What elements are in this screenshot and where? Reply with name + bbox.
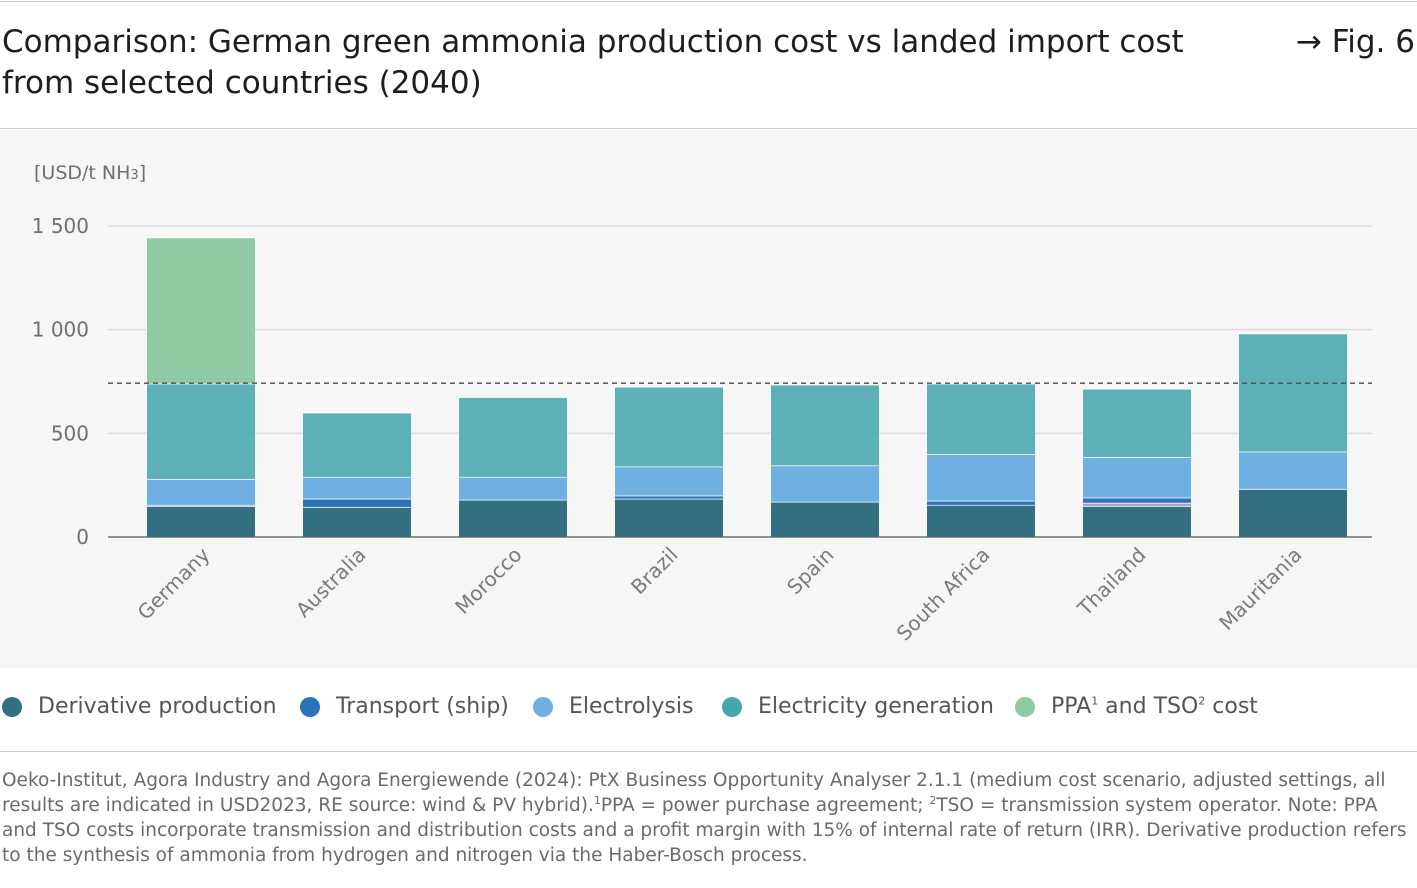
bar-segment xyxy=(1083,497,1191,503)
bar-segment xyxy=(1083,457,1191,498)
legend-item-derivative: Derivative production xyxy=(2,694,277,719)
bar-segment xyxy=(1239,488,1347,537)
bar-segment xyxy=(147,383,255,479)
legend-item-transport: Transport (ship) xyxy=(300,694,509,719)
bar-segment xyxy=(927,504,1035,537)
bar-segment xyxy=(615,386,723,467)
legend: Derivative production Transport (ship) E… xyxy=(0,694,1417,726)
x-tick-label: Germany xyxy=(133,542,215,624)
figure-label: → Fig. 6 xyxy=(1295,24,1415,60)
legend-label: Electricity generation xyxy=(758,694,994,719)
y-tick-label: 1 500 xyxy=(32,214,89,238)
y-tick-label: 1 000 xyxy=(32,318,89,342)
legend-swatch-electrolysis xyxy=(533,696,553,717)
legend-swatch-transport xyxy=(300,696,320,717)
bar-segment xyxy=(303,506,411,537)
x-tick-label: Spain xyxy=(782,543,838,599)
x-tick-label: South Africa xyxy=(892,543,995,646)
x-tick-label: Morocco xyxy=(450,543,526,619)
source-note: Oeko-Institut, Agora Industry and Agora … xyxy=(2,770,1407,866)
x-tick-label: Mauritania xyxy=(1214,543,1306,635)
x-tick-label: Thailand xyxy=(1072,543,1150,621)
unit-subscript: 3 xyxy=(130,168,139,183)
legend-swatch-derivative xyxy=(2,696,22,717)
bar-segment xyxy=(303,412,411,477)
bar-segment xyxy=(459,499,567,537)
legend-item-ppa-tso: PPA1 and TSO2 cost xyxy=(1015,694,1258,719)
legend-item-electricity: Electricity generation xyxy=(722,694,994,719)
bar-segment xyxy=(147,505,255,537)
source-rule xyxy=(0,751,1417,752)
bar-segment xyxy=(1083,388,1191,458)
bar-segment xyxy=(147,478,255,505)
bar-segment xyxy=(927,383,1035,455)
legend-swatch-electricity xyxy=(722,696,742,717)
bar-segment xyxy=(1083,505,1191,537)
bar-segment xyxy=(459,476,567,500)
bar-segment xyxy=(147,237,255,384)
x-tick-label: Brazil xyxy=(626,543,682,599)
top-rule xyxy=(0,1,1417,2)
y-tick-label: 0 xyxy=(76,525,89,549)
bar-segment xyxy=(303,498,411,507)
legend-label: Electrolysis xyxy=(569,694,694,719)
x-tick-label: Australia xyxy=(291,543,371,623)
legend-item-electrolysis: Electrolysis xyxy=(533,694,693,719)
bar-segment xyxy=(927,500,1035,505)
bar-segment xyxy=(615,495,723,499)
legend-label: Transport (ship) xyxy=(336,694,509,719)
y-tick-label: 500 xyxy=(51,421,89,445)
chart-title: Comparison: German green ammonia product… xyxy=(2,24,1184,101)
bar-segment xyxy=(1239,333,1347,452)
unit-end: ] xyxy=(138,162,147,184)
bar-segment xyxy=(303,476,411,499)
legend-label: PPA1 and TSO2 cost xyxy=(1051,694,1258,719)
bar-segment xyxy=(615,466,723,496)
chart-panel: [USD/t NH3] 0 500 1 000 1 500 Germany Austral… xyxy=(0,130,1417,668)
bar-segment xyxy=(771,501,879,537)
bar-segment xyxy=(615,498,723,537)
stacked-bar-chart: 0 500 1 000 1 500 Germany Australia Morocco Bra… xyxy=(32,214,1372,646)
y-axis-unit-label: [USD/t NH3] xyxy=(34,162,146,184)
bar-segment xyxy=(1239,451,1347,489)
title-rule xyxy=(0,128,1417,129)
legend-label: Derivative production xyxy=(38,694,277,719)
legend-swatch-ppa-tso xyxy=(1015,696,1035,717)
bar-segment xyxy=(927,454,1035,501)
bar-segment xyxy=(1083,502,1191,506)
bar-segment xyxy=(771,384,879,466)
unit-text: [USD/t NH xyxy=(34,162,131,184)
bar-segment xyxy=(771,465,879,502)
bar-segment xyxy=(459,397,567,477)
